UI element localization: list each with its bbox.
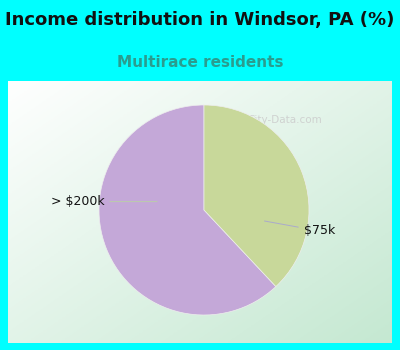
Text: Income distribution in Windsor, PA (%): Income distribution in Windsor, PA (%) [5,11,395,29]
Wedge shape [99,105,276,315]
Text: > $200k: > $200k [51,195,157,208]
Text: Multirace residents: Multirace residents [117,55,283,70]
Wedge shape [204,105,309,287]
Text: City-Data.com: City-Data.com [247,115,322,125]
Text: $75k: $75k [264,221,335,238]
